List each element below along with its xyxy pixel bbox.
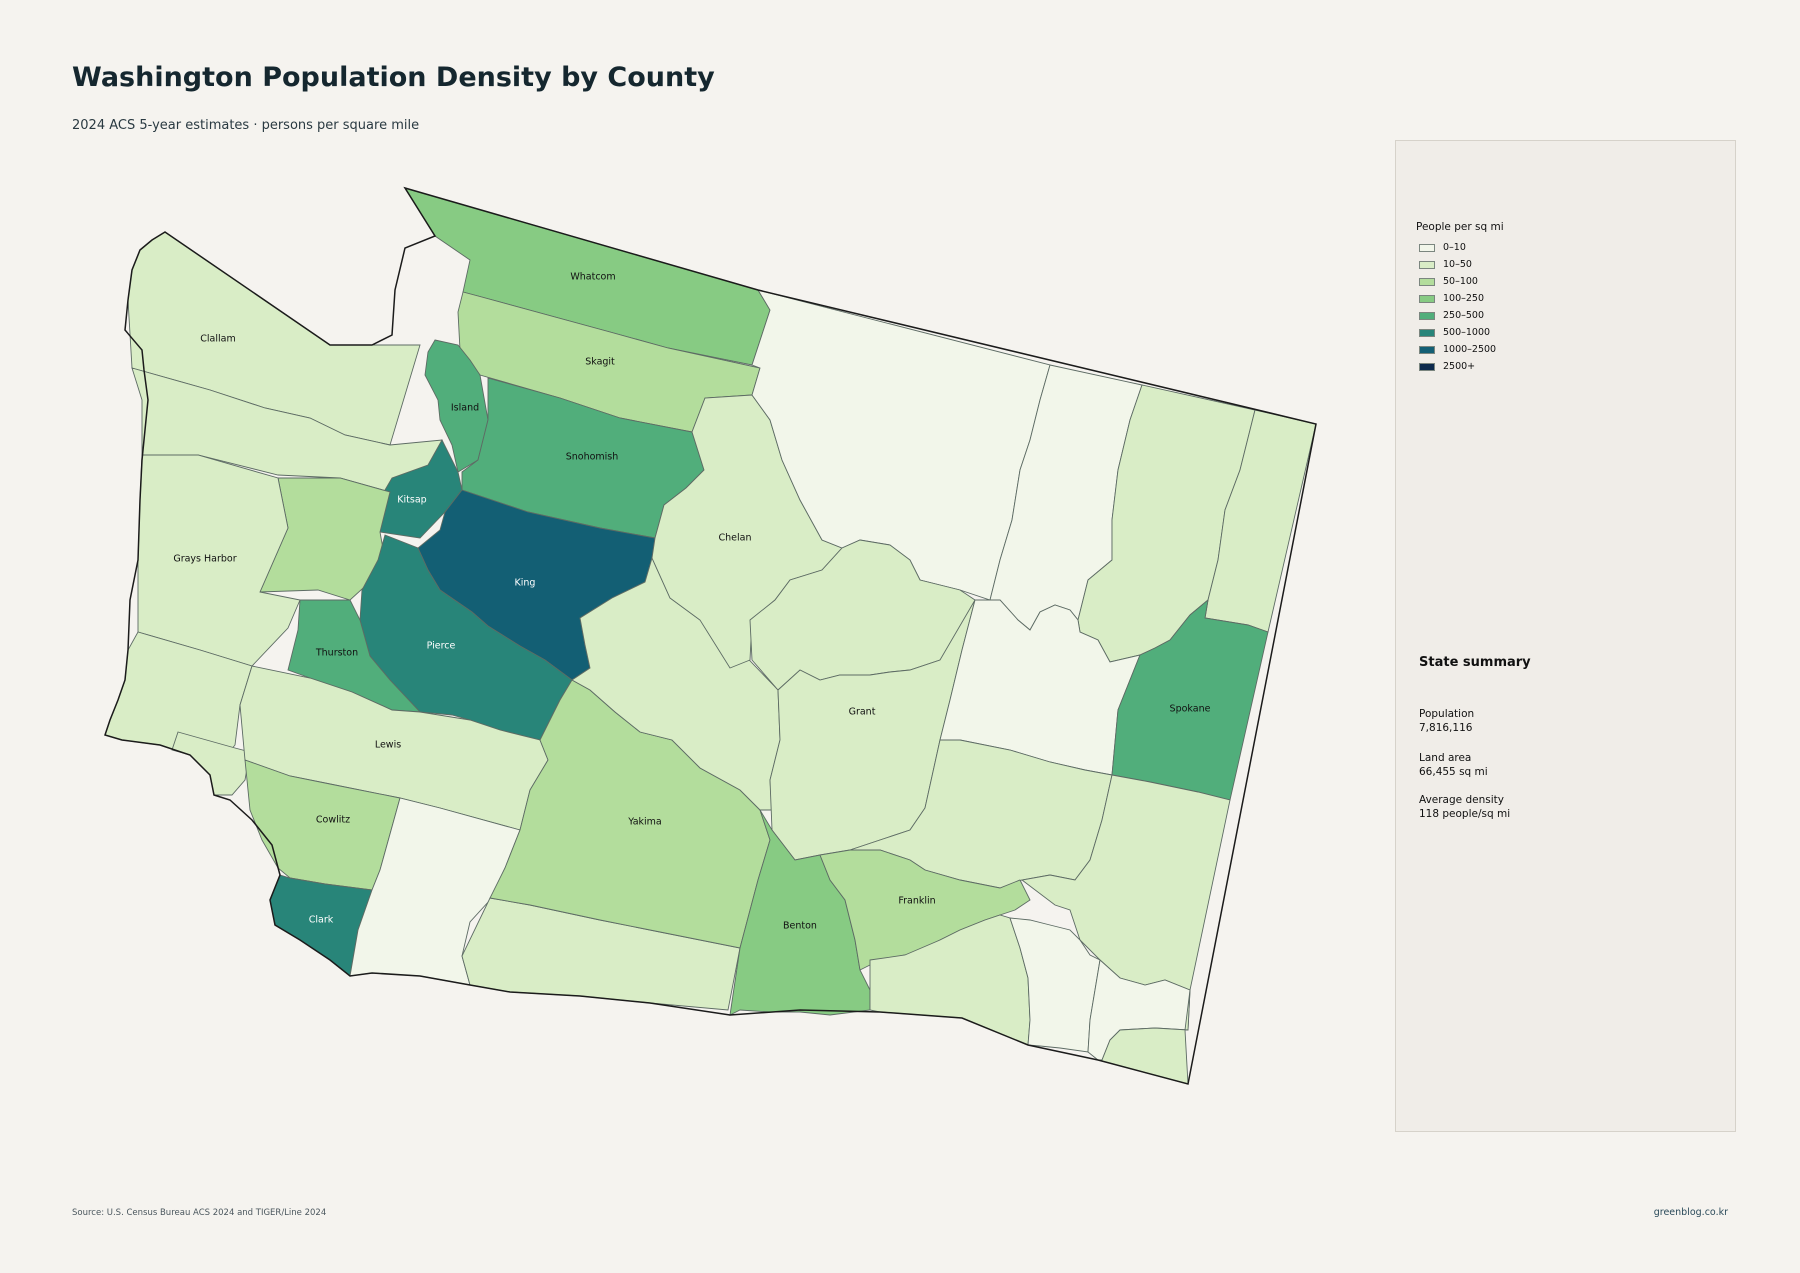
- population-value: 7,816,116: [1419, 722, 1473, 734]
- legend-swatch: [1419, 328, 1435, 337]
- county-label-yakima: Yakima: [627, 817, 662, 828]
- legend-swatch: [1419, 277, 1435, 286]
- county-layer: [104, 187, 1317, 1085]
- legend-label: 500–1000: [1443, 327, 1491, 338]
- legend-label: 10–50: [1443, 259, 1472, 270]
- county-label-pierce: Pierce: [427, 641, 456, 652]
- legend-item: 100–250: [1416, 290, 1504, 307]
- legend-label: 100–250: [1443, 293, 1485, 304]
- county-label-franklin: Franklin: [898, 896, 935, 907]
- summary-title: State summary: [1419, 655, 1531, 670]
- county-label-clallam: Clallam: [200, 334, 235, 345]
- legend-item: 10–50: [1416, 256, 1504, 273]
- population-label: Population: [1419, 708, 1475, 720]
- county-label-kitsap: Kitsap: [397, 495, 426, 506]
- county-label-island: Island: [451, 403, 479, 414]
- county-label-clark: Clark: [309, 915, 334, 926]
- legend-label: 1000–2500: [1443, 344, 1497, 355]
- land-area-value: 66,455 sq mi: [1419, 766, 1488, 778]
- map-title: Washington Population Density by County: [72, 62, 715, 93]
- county-whitman[interactable]: [1020, 774, 1231, 991]
- county-label-thurston: Thurston: [315, 648, 358, 659]
- county-label-lewis: Lewis: [375, 740, 401, 751]
- legend-item: 0–10: [1416, 239, 1504, 256]
- legend-swatch: [1419, 294, 1435, 303]
- county-label-grays-harbor: Grays Harbor: [173, 554, 236, 565]
- density-stat: Average density 118 people/sq mi: [1419, 793, 1510, 821]
- credit-link[interactable]: greenblog.co.kr: [1653, 1207, 1728, 1218]
- legend-item: 1000–2500: [1416, 341, 1504, 358]
- land-area-stat: Land area 66,455 sq mi: [1419, 751, 1488, 779]
- county-label-benton: Benton: [783, 921, 817, 932]
- washington-county-map: Whatcom Skagit Island Snohomish Clallam Kitsa…: [104, 186, 1317, 1085]
- legend-title: People per sq mi: [1416, 221, 1504, 233]
- legend: People per sq mi 0–10 10–50 50–100 100–250 2…: [1416, 221, 1504, 375]
- legend-swatch: [1419, 243, 1435, 252]
- county-label-cowlitz: Cowlitz: [316, 815, 350, 826]
- legend-swatch: [1419, 260, 1435, 269]
- map-subtitle: 2024 ACS 5-year estimates · persons per …: [72, 118, 420, 133]
- county-label-king: King: [515, 578, 536, 589]
- county-label-spokane: Spokane: [1170, 704, 1211, 715]
- legend-item: 500–1000: [1416, 324, 1504, 341]
- legend-label: 250–500: [1443, 310, 1485, 321]
- sidebar-panel: People per sq mi 0–10 10–50 50–100 100–250 2…: [1395, 140, 1736, 1132]
- source-note: Source: U.S. Census Bureau ACS 2024 and …: [72, 1208, 327, 1218]
- legend-item: 250–500: [1416, 307, 1504, 324]
- legend-label: 2500+: [1443, 361, 1476, 372]
- county-label-whatcom: Whatcom: [570, 272, 615, 283]
- county-wahkiakum[interactable]: [171, 731, 251, 796]
- legend-label: 0–10: [1443, 242, 1466, 253]
- county-label-grant: Grant: [849, 707, 876, 718]
- legend-swatch: [1419, 311, 1435, 320]
- county-label-snohomish: Snohomish: [566, 452, 619, 463]
- land-area-label: Land area: [1419, 752, 1472, 764]
- legend-label: 50–100: [1443, 276, 1478, 287]
- county-label-chelan: Chelan: [719, 533, 752, 544]
- county-label-layer: Whatcom Skagit Island Snohomish Clallam Kitsa…: [173, 272, 1210, 932]
- population-stat: Population 7,816,116: [1419, 707, 1474, 735]
- state-outline: [104, 186, 1317, 1085]
- legend-swatch: [1419, 362, 1435, 371]
- legend-item: 50–100: [1416, 273, 1504, 290]
- density-value: 118 people/sq mi: [1419, 808, 1511, 820]
- legend-item: 2500+: [1416, 358, 1504, 375]
- county-label-skagit: Skagit: [585, 357, 615, 368]
- density-label: Average density: [1419, 794, 1504, 806]
- legend-swatch: [1419, 345, 1435, 354]
